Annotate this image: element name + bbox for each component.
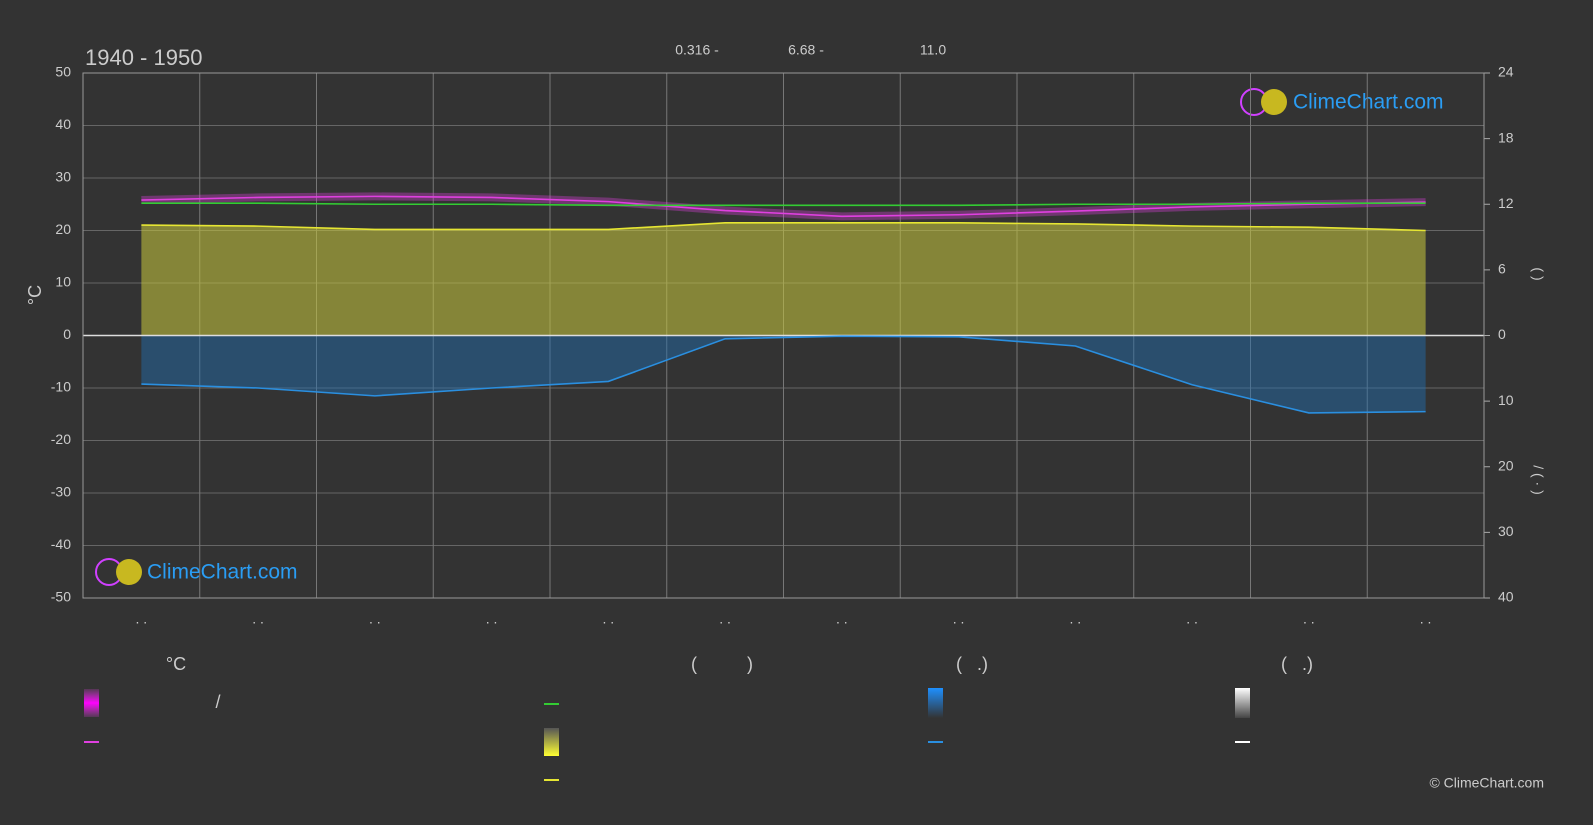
x-tick-label: . . (252, 611, 264, 627)
line (141, 222, 1426, 232)
y2-tick-label: 18 (1498, 129, 1514, 145)
area (141, 222, 1426, 336)
y2-tick-label: 24 (1498, 64, 1514, 80)
legend-text: / (215, 692, 220, 712)
x-tick-label: . . (1303, 611, 1315, 627)
y-tick-label: 40 (55, 116, 71, 132)
y3-tick-label: 10 (1498, 392, 1514, 408)
y-tick-label: -30 (51, 484, 71, 500)
line (141, 202, 1426, 207)
y-tick-label: 50 (55, 64, 71, 80)
legend-header: ( ) (691, 654, 753, 674)
x-tick-label: . . (486, 611, 498, 627)
y-tick-label: -40 (51, 536, 71, 552)
x-tick-label: . . (953, 611, 965, 627)
logo: ClimeChart.com (95, 558, 298, 586)
y-tick-label: 30 (55, 169, 71, 185)
y2-tick-label: 6 (1498, 261, 1506, 277)
y3-tick-label: 30 (1498, 523, 1514, 539)
header-value: 11.0 (920, 42, 946, 58)
line (141, 335, 1426, 414)
y-tick-label: 10 (55, 274, 71, 290)
legend-swatch (928, 688, 943, 718)
x-tick-label: . . (1420, 611, 1432, 627)
x-tick-label: . . (1070, 611, 1082, 627)
y-tick-label: -10 (51, 379, 71, 395)
y-axis-label: °C (25, 285, 45, 305)
y2-tick-label: 12 (1498, 195, 1514, 211)
y3-axis-label: / ( · ) (1530, 465, 1546, 495)
y2-axis-label: ( ) (1530, 267, 1546, 280)
logo: ClimeChart.com (1240, 88, 1444, 116)
x-tick-label: . . (369, 611, 381, 627)
plot: -50 -40 -30 -20 -10 0 10 20 30 40 50 0 6 12 18 24 10 20 30… (51, 64, 1514, 627)
legend: °C ( ) ( .) ( .) / (84, 654, 1313, 781)
legend-swatch (84, 689, 99, 717)
legend-swatch (544, 728, 559, 756)
line (141, 195, 1426, 218)
logo-text: ClimeChart.com (147, 561, 298, 584)
legend-header: ( .) (956, 654, 988, 674)
chart-title: 1940 - 1950 (85, 45, 202, 70)
y2-tick-label: 0 (1498, 326, 1506, 342)
y3-tick-label: 40 (1498, 589, 1514, 605)
legend-swatch (1235, 688, 1250, 718)
x-tick-label: . . (136, 611, 148, 627)
x-tick-label: . . (1186, 611, 1198, 627)
legend-header: °C (166, 654, 186, 674)
x-tick-label: . . (603, 611, 615, 627)
logo-text: ClimeChart.com (1293, 91, 1444, 114)
x-tick-label: . . (836, 611, 848, 627)
legend-header: ( .) (1281, 654, 1313, 674)
y-tick-label: -50 (51, 589, 71, 605)
y3-tick-label: 20 (1498, 457, 1514, 473)
x-tick-label: . . (719, 611, 731, 627)
header-value: 0.316 - (675, 42, 719, 58)
copyright: © ClimeChart.com (1429, 775, 1544, 791)
header-value: 6.68 - (788, 42, 824, 58)
plot-frame (82, 72, 1485, 599)
y-tick-label: 0 (63, 326, 71, 342)
y-tick-label: 20 (55, 221, 71, 237)
y-tick-label: -20 (51, 431, 71, 447)
